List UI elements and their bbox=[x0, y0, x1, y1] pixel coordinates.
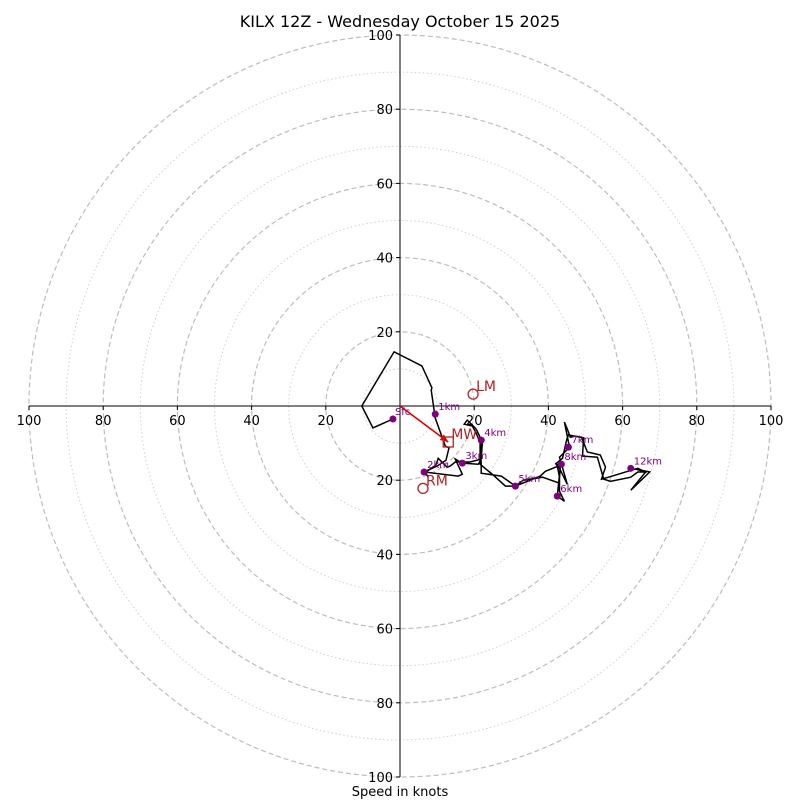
height-marker-label: 3km bbox=[465, 451, 487, 462]
x-tick-label: 60 bbox=[169, 414, 186, 429]
x-tick-label: 100 bbox=[17, 414, 42, 429]
storm-motion-marker bbox=[467, 388, 479, 400]
height-marker-label: 7km bbox=[571, 435, 593, 446]
y-tick-label: 40 bbox=[376, 548, 393, 563]
height-marker-dot bbox=[557, 460, 565, 468]
storm-motion-markers: LM MW RM bbox=[417, 379, 496, 495]
height-marker-dot bbox=[564, 443, 572, 451]
storm-motion-label: LM bbox=[476, 379, 496, 395]
y-tick-label: 100 bbox=[368, 29, 393, 44]
x-tick-label: 40 bbox=[243, 414, 260, 429]
y-tick-label: 20 bbox=[376, 326, 393, 341]
y-tick-label: 20 bbox=[376, 474, 393, 489]
x-tick-label: 80 bbox=[689, 414, 706, 429]
x-tick-label: 100 bbox=[759, 414, 784, 429]
y-tick-label: 60 bbox=[376, 177, 393, 192]
storm-motion-marker bbox=[442, 436, 454, 448]
height-marker-dot bbox=[431, 410, 439, 418]
shear-line bbox=[399, 405, 449, 443]
y-tick-label: 80 bbox=[376, 697, 393, 712]
height-marker-label: 4km bbox=[484, 428, 506, 439]
shear-arrowhead bbox=[439, 434, 449, 442]
height-marker-label: 8km bbox=[564, 452, 586, 463]
height-marker-label: 5km bbox=[518, 474, 540, 485]
height-marker-label: 1km bbox=[438, 402, 460, 413]
height-marker-label: 6km bbox=[560, 484, 582, 495]
x-tick-label: 60 bbox=[614, 414, 631, 429]
height-marker-dot bbox=[389, 415, 397, 423]
height-marker-label: 2km bbox=[427, 460, 449, 471]
y-tick-label: 80 bbox=[376, 103, 393, 118]
axis-ticks: 100 80 60 40 20 20 40 60 80 100100806040202040608… bbox=[17, 29, 784, 786]
x-axis-label: Speed in knots bbox=[352, 785, 449, 800]
height-marker-dot bbox=[420, 468, 428, 476]
height-marker-dot bbox=[477, 436, 485, 444]
height-marker-dot bbox=[553, 492, 561, 500]
storm-motion-label: RM bbox=[426, 473, 448, 489]
height-marker-dot bbox=[458, 459, 466, 467]
height-marker-label: Sfc bbox=[395, 407, 410, 418]
x-tick-label: 20 bbox=[318, 414, 335, 429]
height-marker-label: 12km bbox=[634, 456, 662, 467]
y-tick-label: 60 bbox=[376, 623, 393, 638]
shear-vector bbox=[399, 405, 449, 443]
x-tick-label: 40 bbox=[540, 414, 557, 429]
hodograph-trace bbox=[360, 350, 652, 502]
y-tick-label: 100 bbox=[368, 771, 393, 786]
chart-title: KILX 12Z - Wednesday October 15 2025 bbox=[240, 12, 560, 31]
height-marker-dot bbox=[511, 482, 519, 490]
height-markers: Sfc 1km 2km 3km 4km 5km 6km 7km 8km 12km bbox=[389, 402, 662, 500]
storm-motion-marker bbox=[417, 482, 429, 495]
hodograph-line bbox=[360, 350, 652, 502]
height-marker-dot bbox=[627, 464, 635, 472]
y-tick-label: 40 bbox=[376, 252, 393, 267]
x-tick-label: 80 bbox=[95, 414, 112, 429]
storm-motion-label: MW bbox=[451, 427, 477, 443]
